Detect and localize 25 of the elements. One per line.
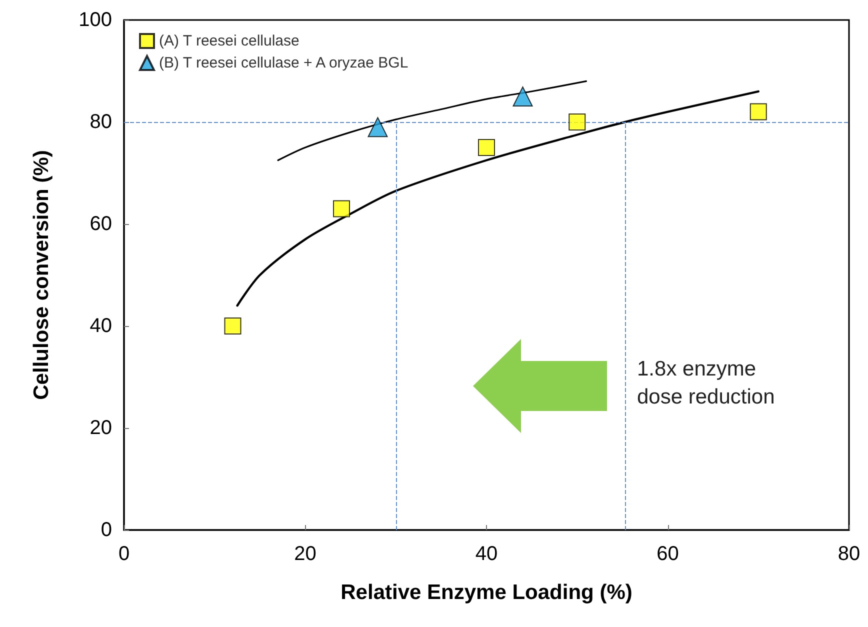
x-tick-label: 80 (838, 543, 860, 565)
legend-label: (A) T reesei cellulase (159, 32, 300, 50)
y-tick-label: 60 (90, 213, 112, 235)
point (333, 200, 350, 218)
line-series (236, 90, 760, 307)
y-axis-title: Cellulose conversion (%) (30, 150, 53, 400)
point (512, 86, 533, 106)
x-axis-title: Relative Enzyme Loading (%) (340, 581, 632, 604)
x-tick-label: 40 (475, 543, 498, 565)
point (568, 114, 586, 130)
y-tick-label: 100 (78, 9, 112, 31)
point (478, 139, 495, 156)
line-series (277, 80, 587, 162)
x-tick-label: 20 (294, 543, 316, 565)
y-tick-label: 20 (90, 417, 112, 439)
x-tick-label: 0 (118, 543, 130, 565)
point (368, 117, 388, 138)
x-tick-label: 60 (656, 543, 679, 565)
y-tick-label: 0 (100, 519, 112, 541)
point (224, 318, 242, 334)
legend-label: (B) T reesei cellulase + A oryzae BGL (159, 54, 408, 72)
point (750, 103, 767, 120)
y-tick-label: 80 (90, 111, 112, 133)
annotation: 1.8x enzyme dose reduction (637, 358, 775, 408)
y-tick-label: 40 (90, 315, 112, 337)
